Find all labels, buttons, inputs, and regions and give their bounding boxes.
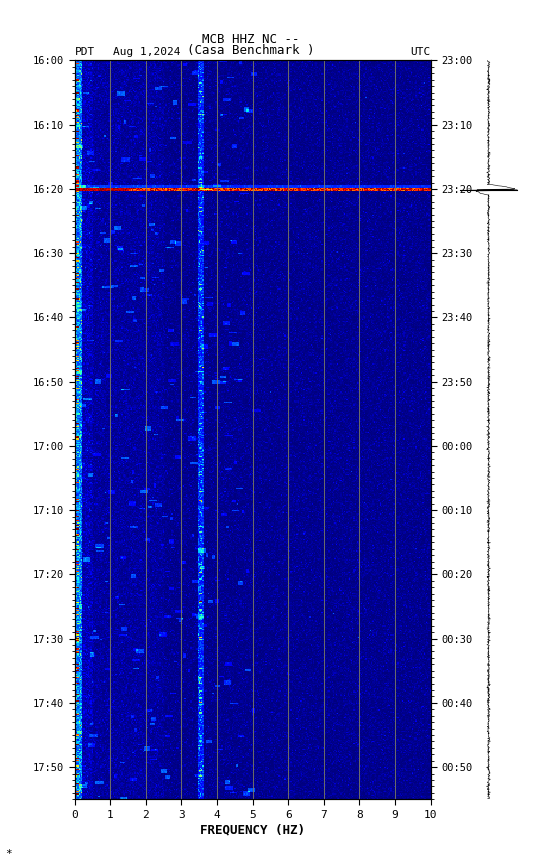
Text: PDT: PDT (75, 47, 95, 57)
Text: UTC: UTC (410, 47, 431, 57)
Text: MCB HHZ NC --: MCB HHZ NC -- (203, 33, 300, 46)
Text: (Casa Benchmark ): (Casa Benchmark ) (188, 44, 315, 57)
X-axis label: FREQUENCY (HZ): FREQUENCY (HZ) (200, 823, 305, 836)
Text: *: * (6, 849, 12, 859)
Text: Aug 1,2024: Aug 1,2024 (113, 47, 181, 57)
